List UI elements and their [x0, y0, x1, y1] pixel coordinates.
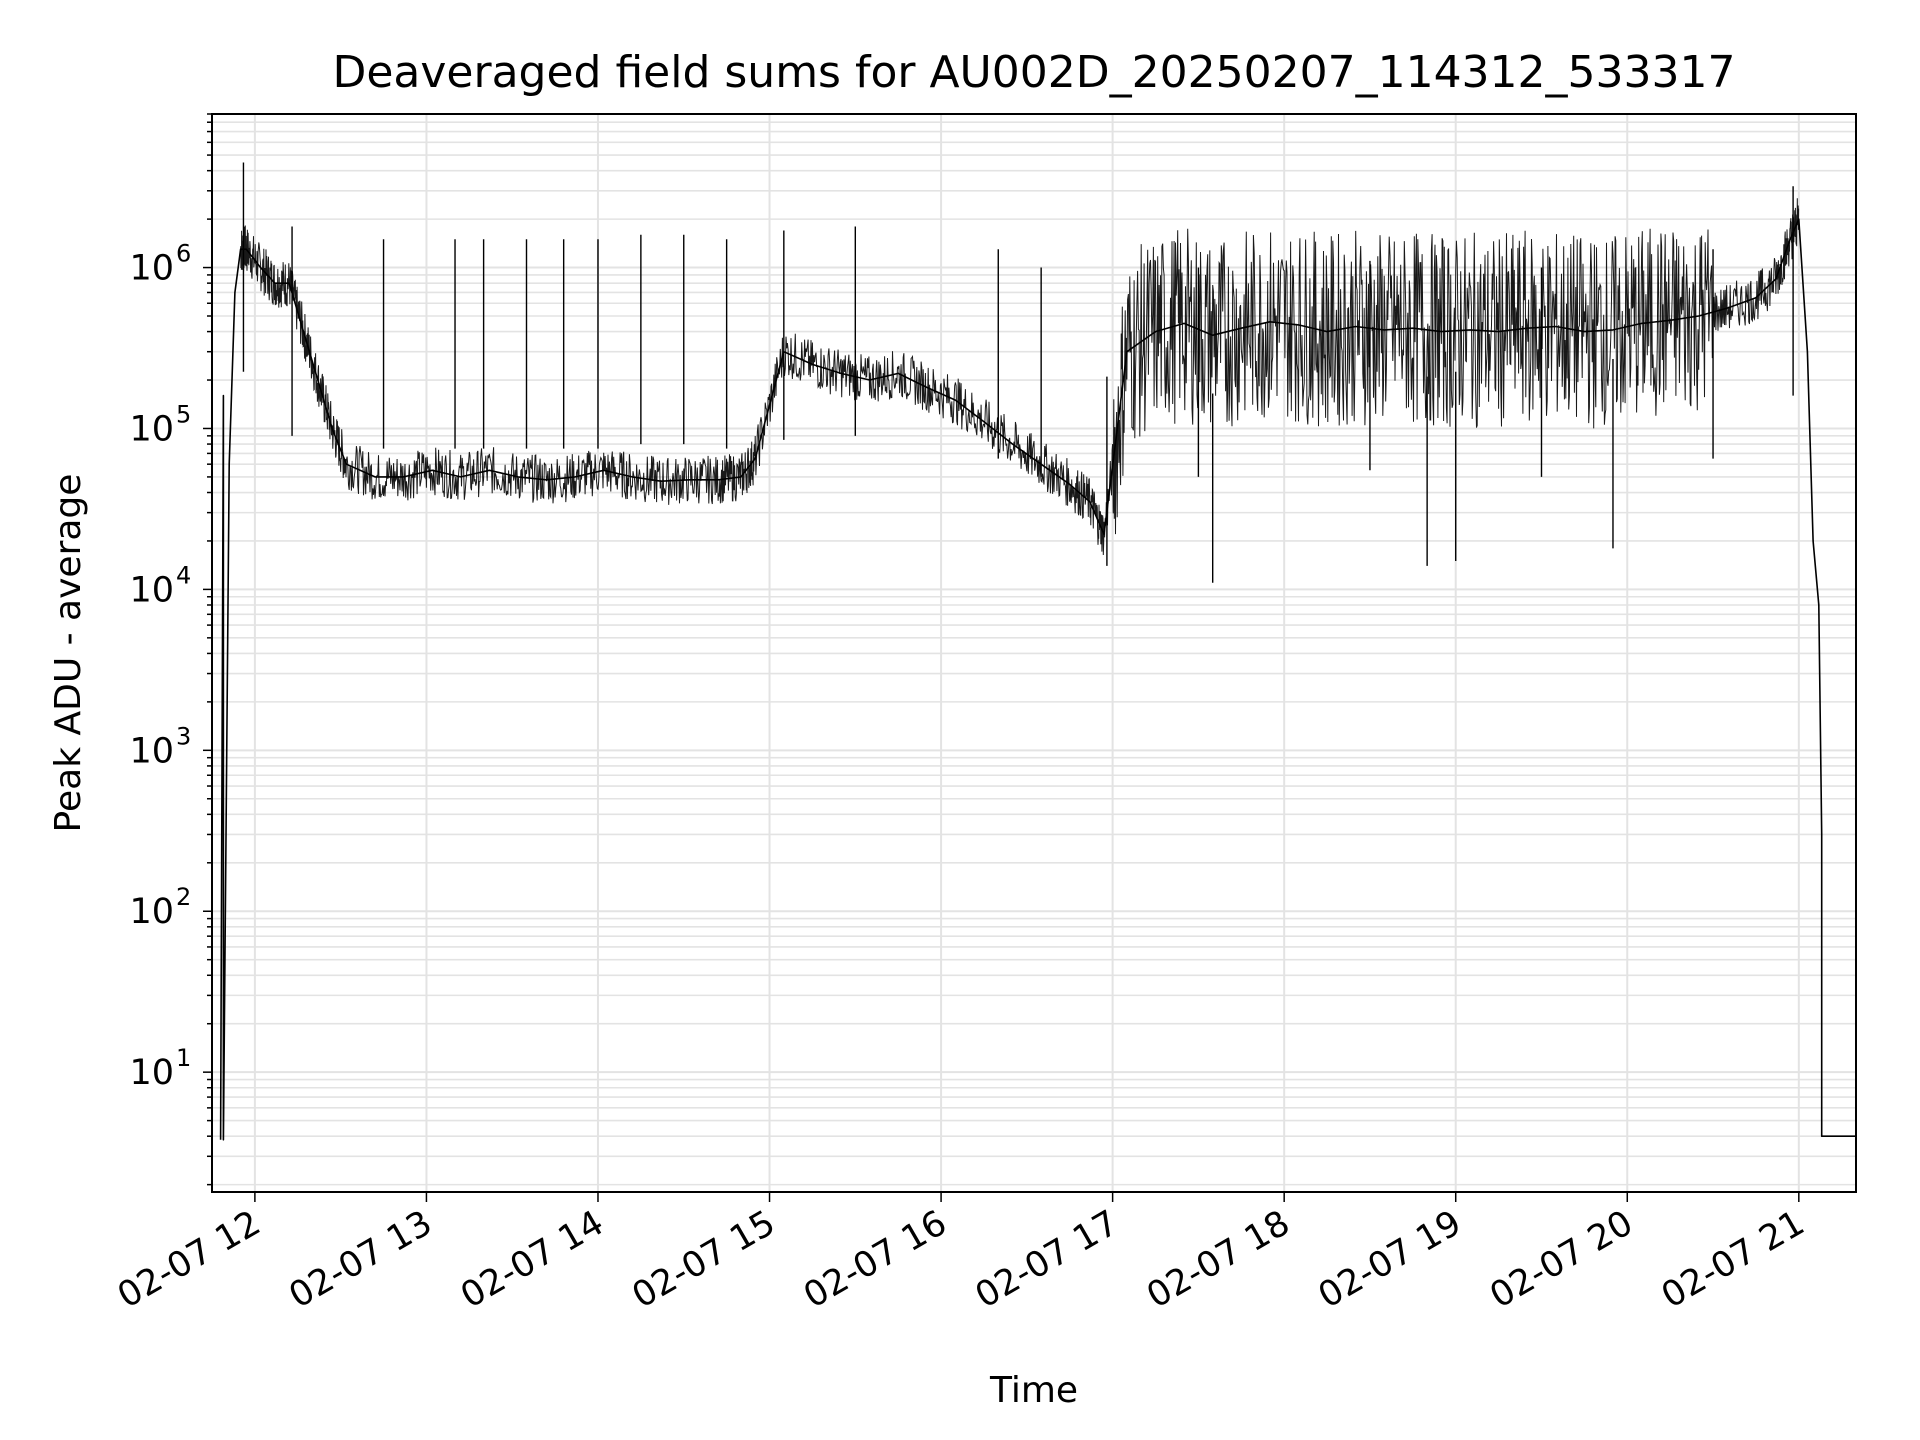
y-tick-label-base: 10 [129, 249, 174, 289]
y-tick-label: 10 4 [129, 561, 191, 610]
y-tick-label: 10 6 [129, 240, 191, 289]
y-tick-label-base: 10 [129, 409, 174, 449]
y-tick-label-exponent: 4 [176, 561, 191, 589]
y-tick-label-exponent: 5 [176, 400, 191, 428]
y-tick-label-exponent: 6 [176, 240, 191, 268]
y-axis-label: Peak ADU - average [48, 474, 89, 833]
chart-title: Deaveraged field sums for AU002D_2025020… [332, 47, 1735, 98]
y-tick-label-exponent: 3 [176, 722, 191, 750]
y-tick-label-exponent: 1 [176, 1044, 191, 1072]
y-tick-label-base: 10 [129, 892, 174, 932]
series-noise [240, 198, 1800, 556]
y-tick-label-base: 10 [129, 1053, 174, 1093]
y-tick-label-base: 10 [129, 731, 174, 771]
y-tick-label: 10 5 [129, 400, 191, 449]
y-tick-label: 10 1 [129, 1044, 191, 1093]
y-tick-label: 10 3 [129, 722, 191, 771]
series-layer [219, 162, 1856, 1141]
y-tick-label: 10 2 [129, 883, 191, 932]
y-tick-label-exponent: 2 [176, 883, 191, 911]
y-tick-label-base: 10 [129, 570, 174, 610]
x-axis-label: Time [989, 1370, 1078, 1411]
